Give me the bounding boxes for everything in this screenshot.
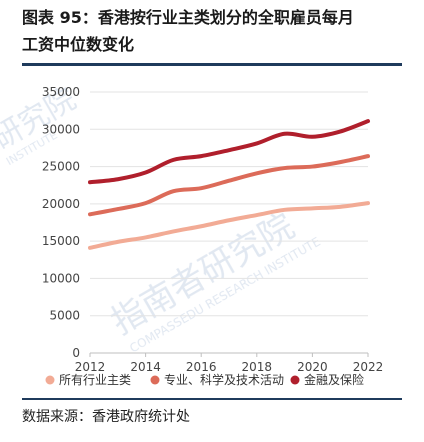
x-tick-label: 2022 — [353, 360, 384, 374]
x-tick-label: 2012 — [75, 360, 106, 374]
y-tick-label: 5000 — [49, 309, 80, 323]
x-axis-ticks: 2012 2014 2016 2018 2020 2022 — [75, 353, 384, 374]
series-line-2 — [88, 119, 370, 185]
y-tick-label: 10000 — [42, 271, 80, 285]
x-tick-label: 2020 — [297, 360, 328, 374]
x-tick-label: 2014 — [130, 360, 161, 374]
y-tick-label: 30000 — [42, 122, 80, 136]
series-lines — [88, 119, 370, 250]
y-axis-ticks: 0 5000 10000 15000 20000 25000 30000 35000 — [42, 85, 80, 360]
source-note: 数据来源：香港政府统计处 — [22, 409, 190, 425]
y-tick-label: 35000 — [42, 85, 80, 99]
legend-marker — [45, 375, 55, 385]
legend-marker — [290, 375, 300, 385]
x-tick-label: 2018 — [242, 360, 273, 374]
y-tick-label: 20000 — [42, 197, 80, 211]
y-tick-label: 25000 — [42, 160, 80, 174]
y-tick-label: 0 — [72, 346, 80, 360]
source-divider — [22, 398, 402, 400]
legend: 所有行业主类 专业、科学及技术活动 金融及保险 — [45, 372, 364, 387]
legend-label: 所有行业主类 — [59, 373, 131, 387]
legend-label: 专业、科学及技术活动 — [164, 372, 284, 387]
title-divider — [22, 63, 402, 66]
legend-marker — [150, 375, 160, 385]
chart-title: 图表 95：香港按行业主类划分的全职雇员每月 工资中位数变化 — [22, 8, 354, 54]
series-line-1 — [88, 154, 370, 217]
x-tick-label: 2016 — [186, 360, 217, 374]
legend-label: 金融及保险 — [304, 372, 364, 387]
y-tick-label: 15000 — [42, 234, 80, 248]
